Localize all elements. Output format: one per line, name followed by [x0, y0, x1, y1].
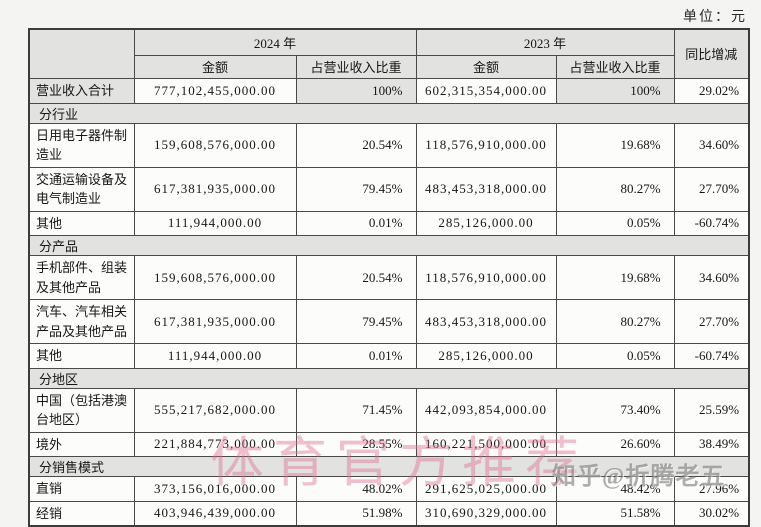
header-share-2024: 占营业收入比重 — [295, 54, 417, 79]
section-row-industry: 分行业 — [28, 102, 750, 124]
cell-label: 境外 — [28, 431, 135, 457]
header-year-2024: 2024 年 — [133, 28, 417, 56]
header-yoy: 同比增减 — [673, 28, 750, 79]
cell-label: 交通运输设备及电气制造业 — [28, 166, 135, 212]
cell-label: 汽车、汽车相关产品及其他产品 — [28, 299, 135, 344]
cell-share-2024: 28.55% — [295, 431, 417, 457]
cell-amount-2023: 483,453,318,000.00 — [415, 299, 557, 344]
cell-yoy: 34.60% — [673, 255, 750, 300]
cell-amount-2024: 555,217,682,000.00 — [133, 387, 297, 433]
row-region-overseas: 境外 221,884,773,000.00 28.55% 160,221,500… — [28, 431, 750, 457]
revenue-breakdown-table: 2024 年 2023 年 同比增减 金额 占营业收入比重 金额 占营业收入比重… — [28, 28, 751, 527]
cell-label: 经销 — [28, 500, 135, 527]
section-row-sales-model: 分销售模式 — [28, 456, 750, 477]
section-title: 分产品 — [28, 235, 750, 256]
cell-label: 日用电子器件制造业 — [28, 122, 135, 168]
header-year-2023: 2023 年 — [415, 28, 675, 56]
row-industry-electronics: 日用电子器件制造业 159,608,576,000.00 20.54% 118,… — [28, 122, 750, 168]
cell-amount-2024: 403,946,439,000.00 — [133, 500, 297, 527]
row-product-phone-parts: 手机部件、组装及其他产品 159,608,576,000.00 20.54% 1… — [28, 255, 750, 300]
cell-share-2024: 71.45% — [295, 387, 417, 433]
header-row-years: 2024 年 2023 年 同比增减 — [28, 28, 750, 79]
cell-yoy: 29.02% — [673, 77, 750, 104]
row-region-china: 中国（包括港澳台地区） 555,217,682,000.00 71.45% 44… — [28, 387, 750, 433]
cell-yoy: 25.59% — [673, 387, 750, 433]
cell-share-2023: 48.42% — [555, 476, 675, 502]
cell-label: 直销 — [28, 476, 135, 502]
cell-yoy: 30.02% — [673, 500, 750, 527]
cell-amount-2024: 617,381,935,000.00 — [133, 299, 297, 344]
cell-share-2023: 100% — [555, 77, 675, 104]
cell-label: 中国（包括港澳台地区） — [28, 387, 135, 433]
row-industry-other: 其他 111,944,000.00 0.01% 285,126,000.00 0… — [28, 210, 750, 236]
cell-share-2024: 20.54% — [295, 255, 417, 300]
document-page: 单位：元 2024 年 2023 年 同比增减 金额 占营业收入比重 金额 占营… — [28, 10, 751, 527]
cell-amount-2024: 111,944,000.00 — [133, 210, 297, 236]
cell-amount-2023: 118,576,910,000.00 — [415, 122, 557, 168]
row-sales-direct: 直销 373,156,016,000.00 48.02% 291,625,025… — [28, 476, 750, 502]
header-corner-cell — [28, 28, 135, 79]
cell-share-2024: 20.54% — [295, 122, 417, 168]
cell-share-2023: 19.68% — [555, 122, 675, 168]
cell-share-2024: 0.01% — [295, 210, 417, 236]
cell-share-2024: 51.98% — [295, 500, 417, 527]
cell-amount-2024: 159,608,576,000.00 — [133, 122, 297, 168]
cell-share-2023: 26.60% — [555, 431, 675, 457]
cell-amount-2024: 373,156,016,000.00 — [133, 476, 297, 502]
row-product-other: 其他 111,944,000.00 0.01% 285,126,000.00 0… — [28, 343, 750, 369]
cell-amount-2024: 159,608,576,000.00 — [133, 255, 297, 300]
cell-amount-2024: 111,944,000.00 — [133, 343, 297, 369]
cell-amount-2024: 777,102,455,000.00 — [133, 77, 297, 104]
cell-yoy: -60.74% — [673, 210, 750, 236]
row-industry-transport: 交通运输设备及电气制造业 617,381,935,000.00 79.45% 4… — [28, 166, 750, 212]
section-title: 分行业 — [28, 102, 750, 124]
cell-amount-2023: 291,625,025,000.00 — [415, 476, 557, 502]
cell-share-2024: 0.01% — [295, 343, 417, 369]
cell-yoy: -60.74% — [673, 343, 750, 369]
cell-yoy: 27.96% — [673, 476, 750, 502]
cell-label: 其他 — [28, 343, 135, 369]
header-row-metrics: 金额 占营业收入比重 金额 占营业收入比重 — [29, 54, 749, 79]
cell-share-2023: 80.27% — [555, 299, 675, 344]
cell-yoy: 27.70% — [673, 166, 750, 212]
cell-share-2024: 48.02% — [295, 476, 417, 502]
header-amount-2024: 金额 — [133, 54, 297, 79]
cell-share-2024: 79.45% — [295, 299, 417, 344]
cell-amount-2023: 483,453,318,000.00 — [415, 166, 557, 212]
cell-label: 营业收入合计 — [28, 77, 135, 104]
cell-share-2023: 0.05% — [555, 343, 675, 369]
cell-label: 其他 — [28, 210, 135, 236]
cell-yoy: 38.49% — [673, 431, 750, 457]
cell-label: 手机部件、组装及其他产品 — [28, 255, 135, 300]
section-row-region: 分地区 — [28, 367, 750, 389]
cell-amount-2023: 118,576,910,000.00 — [415, 255, 557, 300]
cell-amount-2024: 617,381,935,000.00 — [133, 166, 297, 212]
cell-share-2023: 73.40% — [555, 387, 675, 433]
cell-amount-2023: 602,315,354,000.00 — [415, 77, 557, 104]
unit-label: 单位：元 — [683, 10, 747, 25]
cell-amount-2023: 310,690,329,000.00 — [415, 500, 557, 527]
cell-share-2024: 79.45% — [295, 166, 417, 212]
section-row-product: 分产品 — [28, 235, 750, 256]
cell-amount-2023: 442,093,854,000.00 — [415, 387, 557, 433]
cell-share-2023: 19.68% — [555, 255, 675, 300]
cell-share-2023: 0.05% — [555, 210, 675, 236]
cell-yoy: 27.70% — [673, 299, 750, 344]
row-revenue-total: 营业收入合计 777,102,455,000.00 100% 602,315,3… — [28, 77, 750, 104]
cell-share-2024: 100% — [295, 77, 417, 104]
section-title: 分销售模式 — [28, 456, 750, 477]
cell-amount-2023: 285,126,000.00 — [415, 210, 557, 236]
cell-amount-2023: 160,221,500,000.00 — [415, 431, 557, 457]
section-title: 分地区 — [28, 367, 750, 389]
header-share-2023: 占营业收入比重 — [555, 54, 675, 79]
cell-share-2023: 51.58% — [555, 500, 675, 527]
header-amount-2023: 金额 — [415, 54, 557, 79]
cell-yoy: 34.60% — [673, 122, 750, 168]
cell-amount-2023: 285,126,000.00 — [415, 343, 557, 369]
row-product-auto: 汽车、汽车相关产品及其他产品 617,381,935,000.00 79.45%… — [28, 299, 750, 344]
row-sales-distribution: 经销 403,946,439,000.00 51.98% 310,690,329… — [28, 500, 750, 527]
cell-amount-2024: 221,884,773,000.00 — [133, 431, 297, 457]
cell-share-2023: 80.27% — [555, 166, 675, 212]
